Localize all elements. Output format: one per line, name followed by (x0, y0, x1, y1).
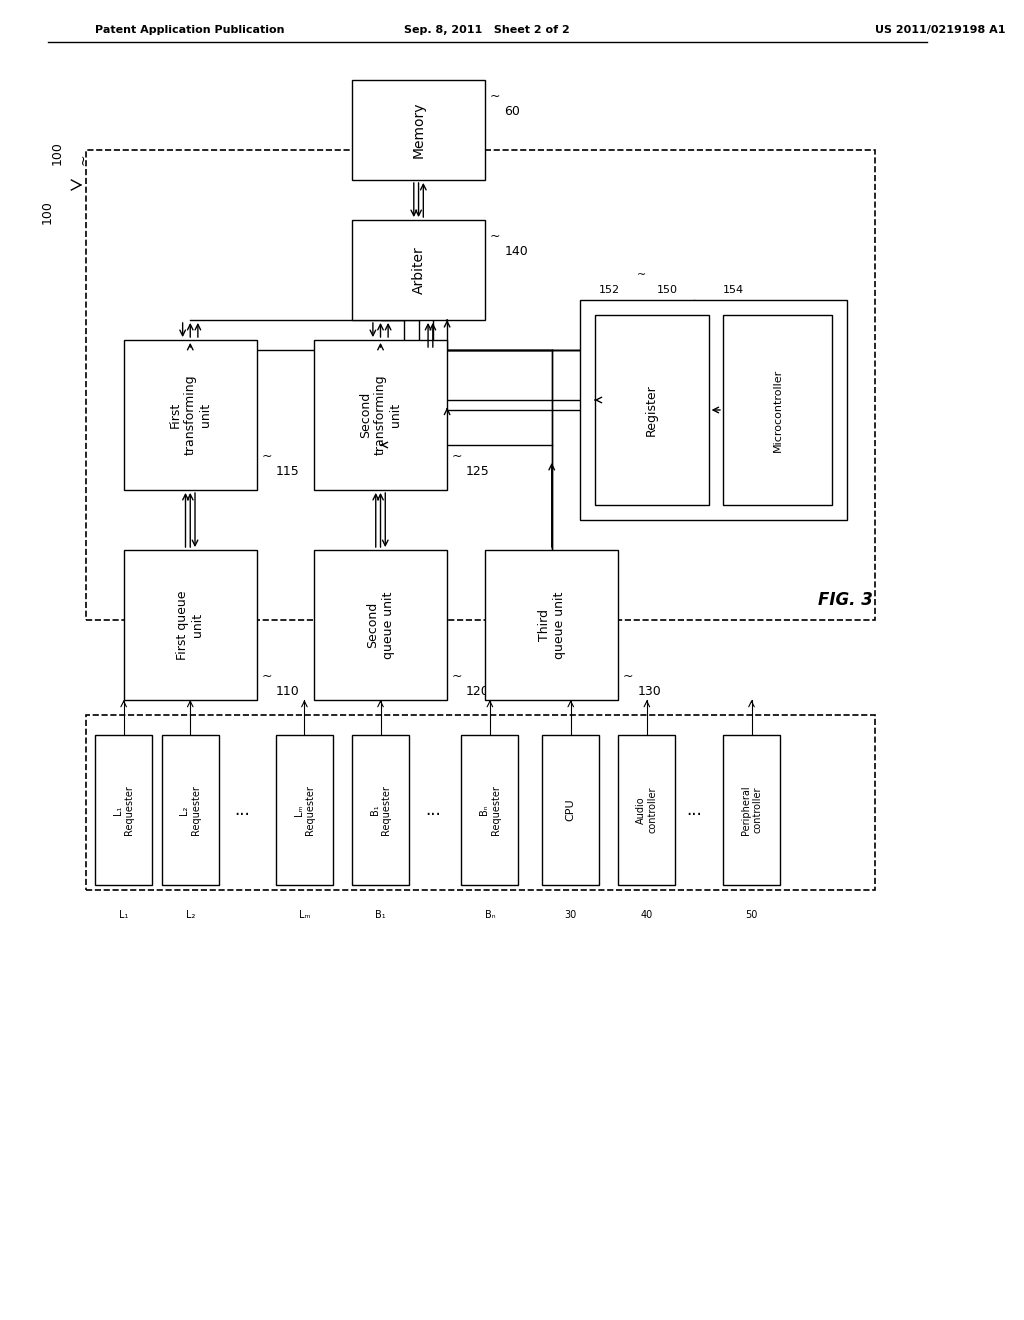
Text: 152: 152 (599, 285, 621, 294)
Bar (462, 735, 518, 884)
Text: ~: ~ (452, 671, 463, 682)
Text: Lₘ
Requester: Lₘ Requester (294, 785, 315, 836)
Text: ~: ~ (452, 450, 463, 463)
Text: First queue
unit: First queue unit (176, 590, 204, 660)
Text: FIG. 3: FIG. 3 (818, 591, 873, 609)
Text: Second
queue unit: Second queue unit (367, 591, 394, 659)
Text: Patent Application Publication: Patent Application Publication (95, 25, 285, 36)
Bar (314, 341, 447, 490)
Bar (124, 341, 257, 490)
Text: 60: 60 (504, 106, 520, 117)
Text: Lₘ: Lₘ (299, 909, 310, 920)
Text: L₂
Requester: L₂ Requester (179, 785, 201, 836)
Text: ~: ~ (637, 271, 646, 280)
Text: Sep. 8, 2011   Sheet 2 of 2: Sep. 8, 2011 Sheet 2 of 2 (404, 25, 570, 36)
Text: ~: ~ (261, 450, 272, 463)
Bar (275, 735, 333, 884)
Text: 40: 40 (641, 909, 653, 920)
Bar (314, 550, 447, 700)
Text: Register: Register (645, 384, 658, 436)
Bar (595, 315, 709, 506)
Bar (485, 550, 618, 700)
Text: 130: 130 (637, 685, 662, 698)
Bar (124, 550, 257, 700)
Text: ~: ~ (261, 671, 272, 682)
Text: US 2011/0219198 A1: US 2011/0219198 A1 (876, 25, 1006, 36)
Text: Third
queue unit: Third queue unit (538, 591, 565, 659)
Bar (581, 300, 847, 520)
Bar (162, 735, 219, 884)
Text: Arbiter: Arbiter (412, 246, 426, 294)
Text: 100: 100 (41, 201, 54, 224)
Text: Peripheral
controller: Peripheral controller (740, 785, 762, 834)
Text: ~: ~ (489, 230, 501, 243)
Text: 50: 50 (745, 909, 758, 920)
Bar (723, 315, 833, 506)
Text: ...: ... (234, 801, 251, 818)
Text: B₁: B₁ (375, 909, 386, 920)
Bar (86, 150, 876, 620)
Bar (352, 220, 485, 319)
Text: ~: ~ (623, 671, 634, 682)
Text: 110: 110 (275, 685, 300, 698)
Text: 30: 30 (564, 909, 577, 920)
Text: Second
transforming
unit: Second transforming unit (359, 375, 402, 455)
Text: ...: ... (425, 801, 440, 818)
Bar (723, 735, 780, 884)
Text: 120: 120 (466, 685, 489, 698)
Bar (352, 81, 485, 180)
Text: Memory: Memory (412, 102, 426, 158)
Text: Microcontroller: Microcontroller (773, 368, 782, 451)
Text: 100: 100 (50, 141, 63, 165)
Text: 115: 115 (275, 465, 300, 478)
Text: L₂: L₂ (185, 909, 195, 920)
Bar (95, 735, 153, 884)
Text: Bₙ: Bₙ (484, 909, 496, 920)
Text: Bₙ
Requester: Bₙ Requester (479, 785, 501, 836)
Text: First
transforming
unit: First transforming unit (169, 375, 212, 455)
Text: CPU: CPU (566, 799, 575, 821)
Text: L₁: L₁ (119, 909, 128, 920)
Bar (618, 735, 676, 884)
Text: 140: 140 (504, 246, 528, 257)
Text: ~: ~ (76, 153, 90, 165)
Bar (352, 735, 409, 884)
Text: B₁
Requester: B₁ Requester (370, 785, 391, 836)
Text: 125: 125 (466, 465, 489, 478)
Text: ~: ~ (489, 90, 501, 103)
Bar (543, 735, 599, 884)
Text: Audio
controller: Audio controller (636, 787, 657, 833)
Text: 150: 150 (656, 285, 677, 294)
Bar (86, 715, 876, 890)
Text: L₁
Requester: L₁ Requester (113, 785, 134, 836)
Text: 154: 154 (723, 285, 744, 294)
Text: ...: ... (686, 801, 702, 818)
